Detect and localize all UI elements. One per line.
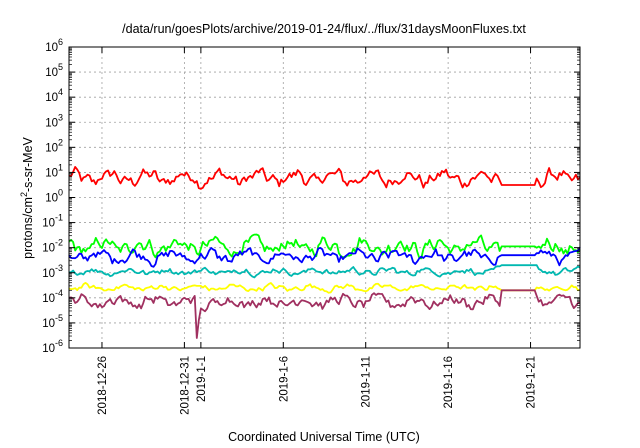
chart-ticks <box>69 46 580 349</box>
x-tick-label: 2019-1-16 <box>443 356 455 408</box>
y-tick-label: 10-3 <box>42 263 63 280</box>
y-tick-label: 10-4 <box>42 288 63 305</box>
series-line-5 <box>68 282 581 294</box>
y-tick-label: 106 <box>45 37 63 54</box>
series-line-3 <box>68 246 581 268</box>
y-tick-label: 105 <box>45 62 63 79</box>
x-tick-label: 2019-1-11 <box>361 356 373 408</box>
chart-grid <box>69 47 580 348</box>
y-tick-label: 10-6 <box>42 338 63 355</box>
y-tick-label: 104 <box>45 87 63 104</box>
x-axis-label: Coordinated Universal Time (UTC) <box>228 430 420 444</box>
x-tick-labels: 2018-12-26 2018-12-31 2019-1-1 2019-1-6 2019… <box>97 356 538 415</box>
y-tick-label: 101 <box>45 162 63 179</box>
x-tick-label: 2018-12-26 <box>97 356 109 415</box>
y-tick-label: 102 <box>45 137 63 154</box>
series-line-1 <box>68 166 581 190</box>
y-tick-labels: 10-6 10-5 10-4 10-3 10-2 10-1 100 101 102 103 104 1… <box>42 37 63 355</box>
series-line-2 <box>68 233 581 260</box>
y-tick-label: 10-5 <box>42 313 63 330</box>
x-tick-label: 2018-12-31 <box>179 356 191 415</box>
y-axis-label: protons/cm2-s-sr-MeV <box>19 136 35 258</box>
series-line-4 <box>68 264 581 279</box>
chart-series <box>68 166 581 339</box>
y-tick-label: 10-1 <box>42 213 63 230</box>
series-line-6 <box>68 289 581 339</box>
y-tick-label: 103 <box>45 112 63 129</box>
x-tick-label: 2019-1-6 <box>278 356 290 402</box>
y-tick-label: 100 <box>45 188 63 205</box>
x-tick-label: 2019-1-1 <box>196 356 208 402</box>
x-tick-label: 2019-1-21 <box>526 356 538 408</box>
y-tick-label: 10-2 <box>42 238 63 255</box>
chart-title: /data/run/goesPlots/archive/2019-01-24/f… <box>122 22 526 36</box>
